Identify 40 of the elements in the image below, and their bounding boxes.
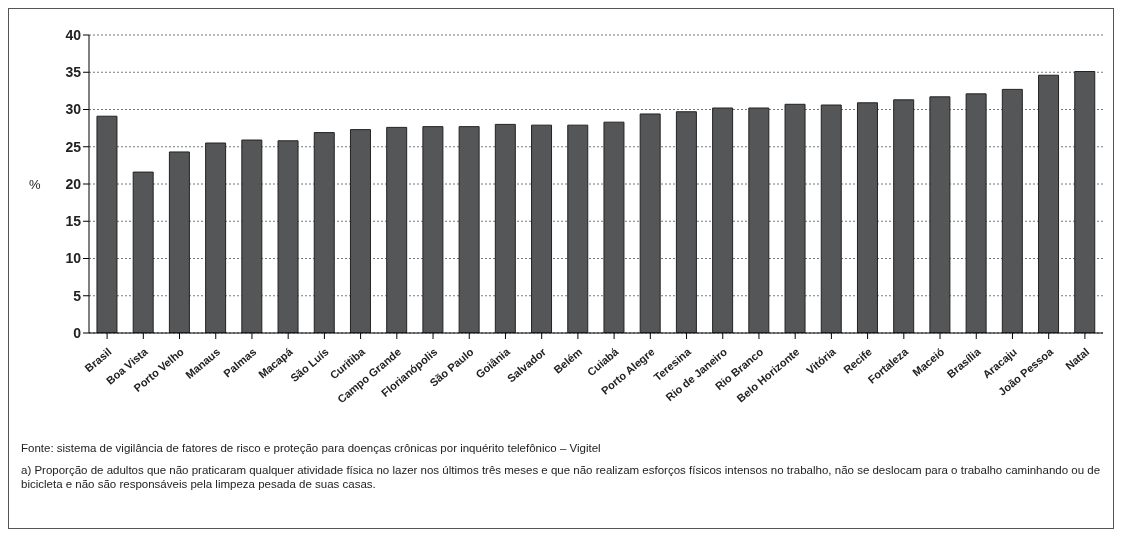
bar (132, 171, 154, 333)
text: a) Proporção de adultos que não praticaram qualquer atividade física no lazer nos últimos três meses e que não realizam esforços físicos intensos no trabalho, não se deslocam para o trabalho caminhando ou de bicicleta e não são responsáveis pela limpeza pesada de suas casas. (21, 463, 1101, 491)
bar (639, 113, 661, 333)
bar (313, 132, 335, 333)
y-tick-label: 10 (65, 250, 82, 267)
bar (1038, 74, 1060, 333)
bar (893, 99, 915, 333)
bar (675, 111, 697, 333)
bar (856, 102, 878, 333)
bar (349, 129, 371, 333)
source-note: Fonte: sistema de vigilância de fatores de risco e proteção para doenças crônicas por inquérito telefônico – Vigitel (21, 441, 602, 455)
bar (168, 151, 190, 333)
bar (531, 124, 553, 333)
y-tick-label: 30 (65, 101, 82, 118)
bar (820, 104, 842, 333)
bar (241, 139, 263, 333)
bar (277, 140, 299, 333)
bar (748, 107, 770, 333)
bar (1001, 88, 1023, 333)
bar (422, 126, 444, 333)
y-tick-label: 20 (65, 175, 82, 192)
y-tick-label: 15 (65, 213, 82, 230)
bar (784, 103, 806, 333)
bar (929, 96, 951, 333)
y-tick-label: 5 (73, 287, 82, 304)
bar (567, 124, 589, 333)
bar (603, 121, 625, 333)
y-tick-label: 25 (65, 138, 82, 155)
y-tick-label: 0 (73, 324, 82, 341)
bar (965, 93, 987, 333)
y-tick-label: 35 (65, 64, 82, 81)
bar (1074, 71, 1096, 333)
bar (712, 107, 734, 333)
bar (205, 142, 227, 333)
y-axis-title: % (29, 176, 41, 192)
y-tick-label: 40 (65, 26, 82, 43)
bar (494, 123, 516, 333)
bar (458, 126, 480, 333)
bar (386, 126, 408, 333)
bar (96, 115, 118, 333)
